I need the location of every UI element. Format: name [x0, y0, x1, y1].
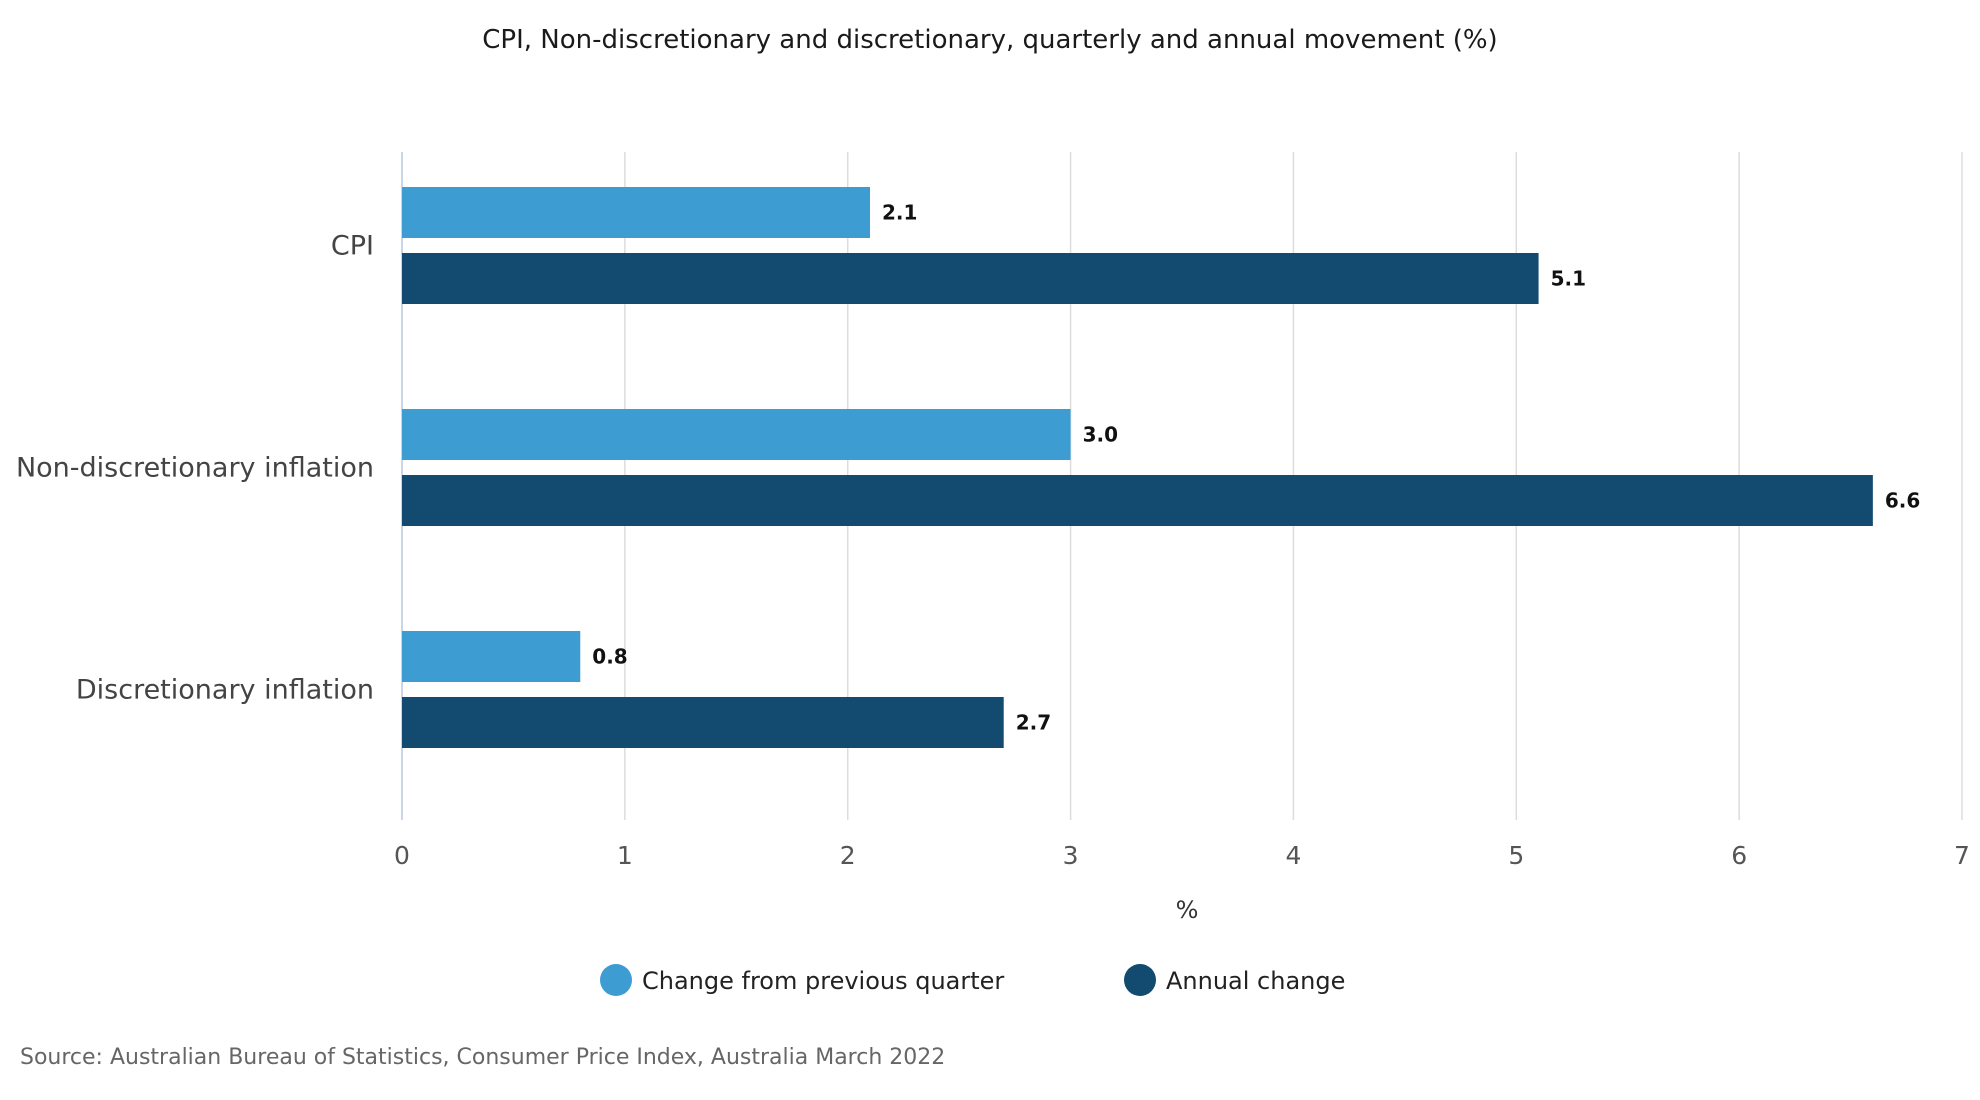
x-tick-label: 1	[617, 841, 633, 870]
bar	[402, 697, 1004, 748]
x-tick-label: 4	[1285, 841, 1301, 870]
x-tick-label: 0	[394, 841, 410, 870]
legend-label: Change from previous quarter	[642, 967, 1004, 995]
data-label: 5.1	[1551, 267, 1586, 291]
tick-labels: 0 1 2 3 4 5 6 7	[394, 841, 1970, 870]
legend: Change from previous quarter Annual chang…	[600, 964, 1345, 996]
category-label: CPI	[331, 231, 374, 262]
legend-item: Annual change	[1124, 964, 1345, 996]
data-labels: 2.1 5.1 3.0 6.6 0.8 2.7	[592, 201, 1920, 735]
data-label: 2.1	[882, 201, 917, 225]
legend-label: Annual change	[1166, 967, 1345, 995]
x-tick-label: 5	[1508, 841, 1524, 870]
category-labels: CPI Non-discretionary inflation Discretion…	[16, 231, 374, 706]
legend-swatch	[1124, 964, 1156, 996]
data-label: 3.0	[1083, 423, 1118, 447]
x-tick-label: 2	[840, 841, 856, 870]
x-tick-label: 7	[1954, 841, 1970, 870]
x-tick-label: 3	[1063, 841, 1079, 870]
data-label: 6.6	[1885, 489, 1920, 513]
chart-title: CPI, Non-discretionary and discretionary…	[482, 25, 1497, 55]
data-label: 2.7	[1016, 711, 1051, 735]
bars	[402, 187, 1873, 748]
bar	[402, 631, 581, 682]
x-axis-label: %	[1176, 896, 1199, 924]
bar	[402, 253, 1539, 304]
source-note: Source: Australian Bureau of Statistics,…	[20, 1045, 945, 1070]
category-label: Discretionary inflation	[76, 675, 374, 706]
bar	[402, 187, 870, 238]
legend-swatch	[600, 964, 632, 996]
data-label: 0.8	[592, 645, 627, 669]
bar	[402, 475, 1873, 526]
category-label: Non-discretionary inflation	[16, 453, 374, 484]
x-tick-label: 6	[1731, 841, 1747, 870]
legend-item: Change from previous quarter	[600, 964, 1004, 996]
bar	[402, 409, 1071, 460]
